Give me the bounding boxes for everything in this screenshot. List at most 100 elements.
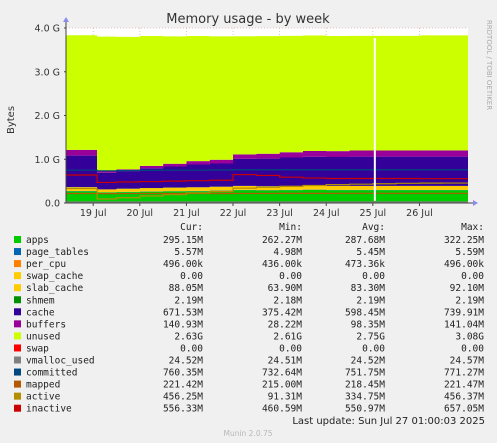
legend-row-committed: committed 760.35M 732.64M 751.75M 771.27M [14,368,484,379]
legend-swatch-active [14,392,21,400]
x-tick-label-4: 23 Jul [266,208,293,219]
legend-min-unused: 2.61G [273,331,302,342]
legend-min-mapped: 215.00M [262,380,302,391]
area-slab_cache [66,185,468,193]
legend-row-slab_cache: slab_cache 88.05M 63.90M 83.30M 92.10M [14,283,484,294]
legend-col-header-1: Min: [279,222,302,233]
legend-label-swap: swap [26,343,49,354]
munin-footer: Munin 2.0.75 [223,429,272,438]
legend-max-apps: 322.25M [444,235,484,246]
line-active [66,182,468,200]
legend-max-per_cpu: 496.00k [444,259,484,270]
legend-min-vmalloc_used: 24.51M [268,356,303,367]
legend-cur-committed: 760.35M [163,368,203,379]
area-unused [66,35,468,172]
line-inactive [66,173,468,184]
legend-swatch-shmem [14,296,21,304]
x-tick-label-0: 19 Jul [80,208,107,219]
legend-max-shmem: 2.19M [455,295,484,306]
legend-row-shmem: shmem 2.19M 2.18M 2.19M 2.19M [14,295,484,306]
legend-row-cache: cache 671.53M 375.42M 598.45M 739.91M [14,307,484,318]
legend-max-vmalloc_used: 24.57M [450,356,485,367]
legend-row-swap: swap 0.00 0.00 0.00 0.00 [14,343,484,354]
x-tick-label-6: 25 Jul [360,208,387,219]
legend-max-slab_cache: 92.10M [450,283,485,294]
legend-avg-swap: 0.00 [362,343,385,354]
legend-min-page_tables: 4.98M [273,247,302,258]
axes [63,17,478,206]
legend-label-shmem: shmem [26,295,55,306]
legend-cur-slab_cache: 88.05M [169,283,204,294]
legend-cur-buffers: 140.93M [163,319,203,330]
x-tick-label-2: 21 Jul [173,208,200,219]
legend-max-page_tables: 5.59M [455,247,484,258]
legend-col-header-0: Cur: [180,222,203,233]
legend-avg-vmalloc_used: 24.52M [351,356,386,367]
last-update: Last update: Sun Jul 27 01:00:03 2025 [292,416,485,427]
legend-cur-unused: 2.63G [174,331,203,342]
legend-avg-cache: 598.45M [345,307,385,318]
legend-label-swap_cache: swap_cache [26,271,83,282]
x-tick-label-1: 20 Jul [127,208,154,219]
series-lines [66,169,468,203]
legend-avg-mapped: 218.45M [345,380,385,391]
legend-col-header-2: Avg: [362,222,385,233]
legend-cur-swap_cache: 0.00 [180,271,203,282]
legend-swatch-committed [14,368,21,376]
legend-swatch-vmalloc_used [14,356,21,364]
legend-col-header-3: Max: [461,222,484,233]
legend-avg-active: 334.75M [345,392,385,403]
stacked-areas [66,35,468,203]
legend-row-swap_cache: swap_cache 0.00 0.00 0.00 0.00 [14,271,484,282]
legend-max-swap: 0.00 [461,343,484,354]
legend-swatch-swap_cache [14,272,21,280]
legend-min-shmem: 2.18M [273,295,302,306]
x-tick-label-3: 22 Jul [220,208,247,219]
legend-row-inactive: inactive 556.33M 460.59M 550.97M 657.05M [14,404,484,415]
legend-label-cache: cache [26,307,55,318]
x-ticks: 19 Jul 20 Jul 21 Jul 22 Jul 23 Jul 24 Jul 25 J… [80,203,433,219]
y-tick-label-0: 0.0 [45,199,60,210]
legend-label-inactive: inactive [26,404,72,415]
legend-min-committed: 732.64M [262,368,302,379]
legend-cur-shmem: 2.19M [174,295,203,306]
legend-cur-mapped: 221.42M [163,380,203,391]
legend-avg-apps: 287.68M [345,235,385,246]
legend-avg-slab_cache: 83.30M [351,283,386,294]
legend-swatch-per_cpu [14,260,21,268]
area-buffers [66,149,468,173]
legend-label-active: active [26,392,61,403]
line-committed [66,169,468,172]
legend-max-swap_cache: 0.00 [461,271,484,282]
legend: apps 295.15M 262.27M 287.68M 322.25Mpage_tab… [14,235,484,415]
legend-swatch-slab_cache [14,284,21,292]
legend-max-unused: 3.08G [455,331,484,342]
legend-max-buffers: 141.04M [444,319,484,330]
legend-cur-active: 456.25M [163,392,203,403]
legend-swatch-unused [14,332,21,340]
y-tick-label-1: 1.0 G [35,155,61,166]
legend-avg-per_cpu: 473.36k [345,259,385,270]
y-tick-label-3: 3.0 G [35,67,61,78]
legend-cur-inactive: 556.33M [163,404,203,415]
legend-row-active: active 456.25M 91.31M 334.75M 456.37M [14,392,484,403]
legend-min-inactive: 460.59M [262,404,302,415]
legend-avg-inactive: 550.97M [345,404,385,415]
legend-row-page_tables: page_tables 5.57M 4.98M 5.45M 5.59M [14,247,484,258]
legend-cur-apps: 295.15M [163,235,203,246]
legend-label-committed: committed [26,368,77,379]
legend-swatch-buffers [14,320,21,328]
legend-min-buffers: 28.22M [268,319,303,330]
chart-title: Memory usage - by week [166,12,330,27]
legend-label-buffers: buffers [26,319,66,330]
legend-max-mapped: 221.47M [444,380,484,391]
legend-label-mapped: mapped [26,380,60,391]
legend-avg-buffers: 98.35M [351,319,386,330]
legend-cur-swap: 0.00 [180,343,203,354]
legend-label-apps: apps [26,235,49,246]
legend-label-vmalloc_used: vmalloc_used [26,356,95,367]
legend-label-per_cpu: per_cpu [26,259,66,270]
legend-min-cache: 375.42M [262,307,302,318]
legend-max-inactive: 657.05M [444,404,484,415]
legend-min-slab_cache: 63.90M [268,283,303,294]
